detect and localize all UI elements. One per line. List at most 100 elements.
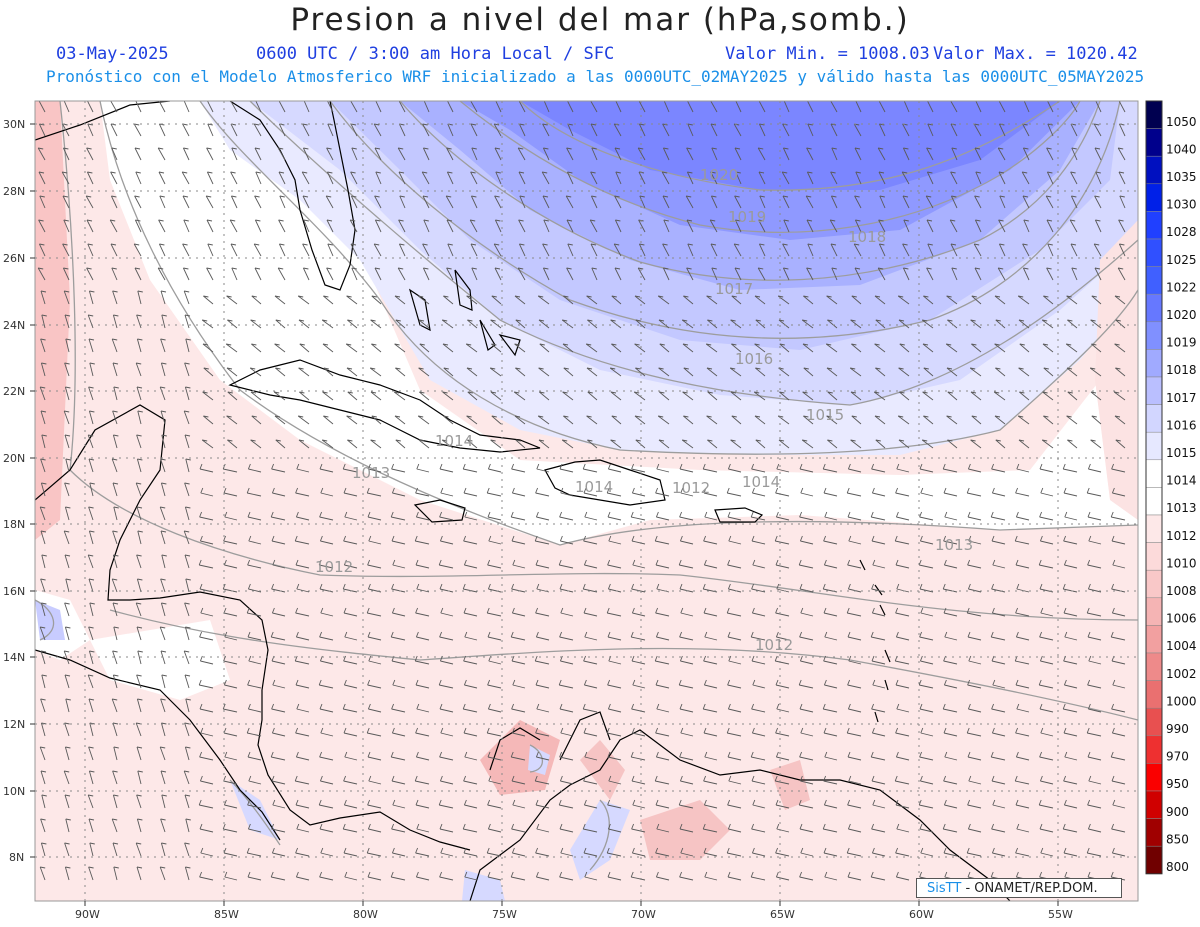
wind-barb-staff [1111,516,1126,521]
colorbar-label: 1012 [1166,529,1197,543]
wind-barb-staff [518,219,526,233]
wind-barb-flag [726,847,730,854]
wind-barb-staff [799,708,814,713]
wind-barb-flag [486,487,490,494]
wind-barb-flag [230,219,236,222]
colorbar-swatch [1145,293,1163,323]
wind-barb-flag [994,415,1001,418]
wind-barb-staff [113,746,118,761]
wind-barb-staff [223,828,238,833]
wind-barb-staff [614,147,622,161]
wind-barb-flag [185,698,191,701]
wind-barb-flag [343,727,347,734]
wind-barb-staff [802,391,814,401]
wind-barb-staff [371,415,382,425]
wind-barb-staff [1111,660,1126,665]
wind-barb-staff [157,267,166,281]
wind-barb-staff [679,564,694,569]
wind-barb-staff [679,828,694,833]
wind-barb-flag [346,295,352,298]
wind-barb-staff [920,780,934,785]
wind-barb-staff [255,101,262,113]
wind-barb-flag [970,319,976,322]
wind-barb-flag [299,391,305,394]
model-info: Pronóstico con el Modelo Atmosferico WRF… [46,67,1145,86]
lat-label: 8N [9,851,24,864]
wind-barb-flag [370,391,377,394]
wind-barb-flag [199,535,203,542]
lon-label: 90W [75,908,100,921]
wind-barb-flag [1118,171,1125,174]
wind-barb-staff [469,219,478,233]
wind-barb-flag [754,391,760,394]
wind-barb-staff [110,123,118,137]
colorbar-swatch [1145,845,1163,875]
wind-barb-staff [613,123,622,137]
wind-barb-staff [705,343,718,353]
wind-barb-staff [109,219,118,233]
wind-barb-staff [343,780,358,785]
wind-barb-staff [112,530,118,545]
wind-barb-staff [872,852,886,857]
credit-text: - ONAMET/REP.DOM. [965,881,1098,896]
wind-barb-flag [251,295,257,298]
wind-barb-staff [638,243,646,257]
wind-barb-staff [64,362,70,377]
wind-barb-flag [1111,487,1115,494]
wind-barb-flag [870,751,874,758]
wind-barb-flag [64,554,71,557]
wind-barb-staff [463,732,478,737]
wind-barb-flag [39,243,45,246]
wind-barb-flag [447,171,453,174]
wind-barb-staff [343,468,358,473]
wind-barb-staff [607,636,622,641]
wind-barb-staff [686,147,694,161]
wind-barb-flag [487,679,491,686]
wind-barb-flag [439,463,443,470]
wind-barb-staff [463,780,478,785]
wind-barb-flag [160,866,166,869]
wind-barb-staff [920,492,934,497]
wind-barb-staff [610,319,622,329]
wind-barb-flag [1042,343,1049,346]
wind-barb-staff [247,492,262,497]
wind-barb-staff [901,171,910,185]
wind-barb-staff [224,516,238,521]
wind-barb-staff [829,219,838,233]
wind-barb-flag [202,343,209,346]
wind-barb-staff [704,684,718,689]
wind-barb-flag [782,195,789,198]
wind-barb-flag [160,578,166,581]
wind-barb-staff [225,343,238,353]
wind-barb-staff [370,391,382,401]
wind-barb-staff [807,243,814,257]
wind-barb-staff [199,804,214,809]
wind-barb-staff [421,171,430,185]
wind-barb-flag [635,439,641,442]
wind-barb-flag [942,583,946,590]
wind-barb-staff [62,267,70,281]
wind-barb-staff [1043,295,1054,305]
wind-barb-flag [631,847,635,854]
wind-barb-flag [247,511,251,518]
wind-barb-flag [272,799,276,806]
wind-barb-staff [417,415,430,425]
wind-barb-staff [298,439,310,449]
wind-barb-staff [250,319,262,329]
wind-barb-staff [511,516,526,521]
wind-barb-flag [538,439,545,442]
wind-barb-staff [538,367,550,377]
wind-barb-staff [847,732,862,737]
colorbar-swatch [1145,790,1163,819]
wind-barb-flag [799,871,803,878]
wind-barb-flag [1022,195,1029,198]
wind-barb-staff [1046,219,1054,233]
wind-barb-flag [442,343,449,346]
wind-barb-flag [822,703,826,710]
wind-barb-flag [536,823,540,830]
wind-barb-flag [1063,487,1067,494]
wind-barb-staff [806,267,814,281]
wind-barb-staff [224,636,238,641]
wind-barb-staff [635,367,646,377]
wind-barb-staff [63,410,70,425]
